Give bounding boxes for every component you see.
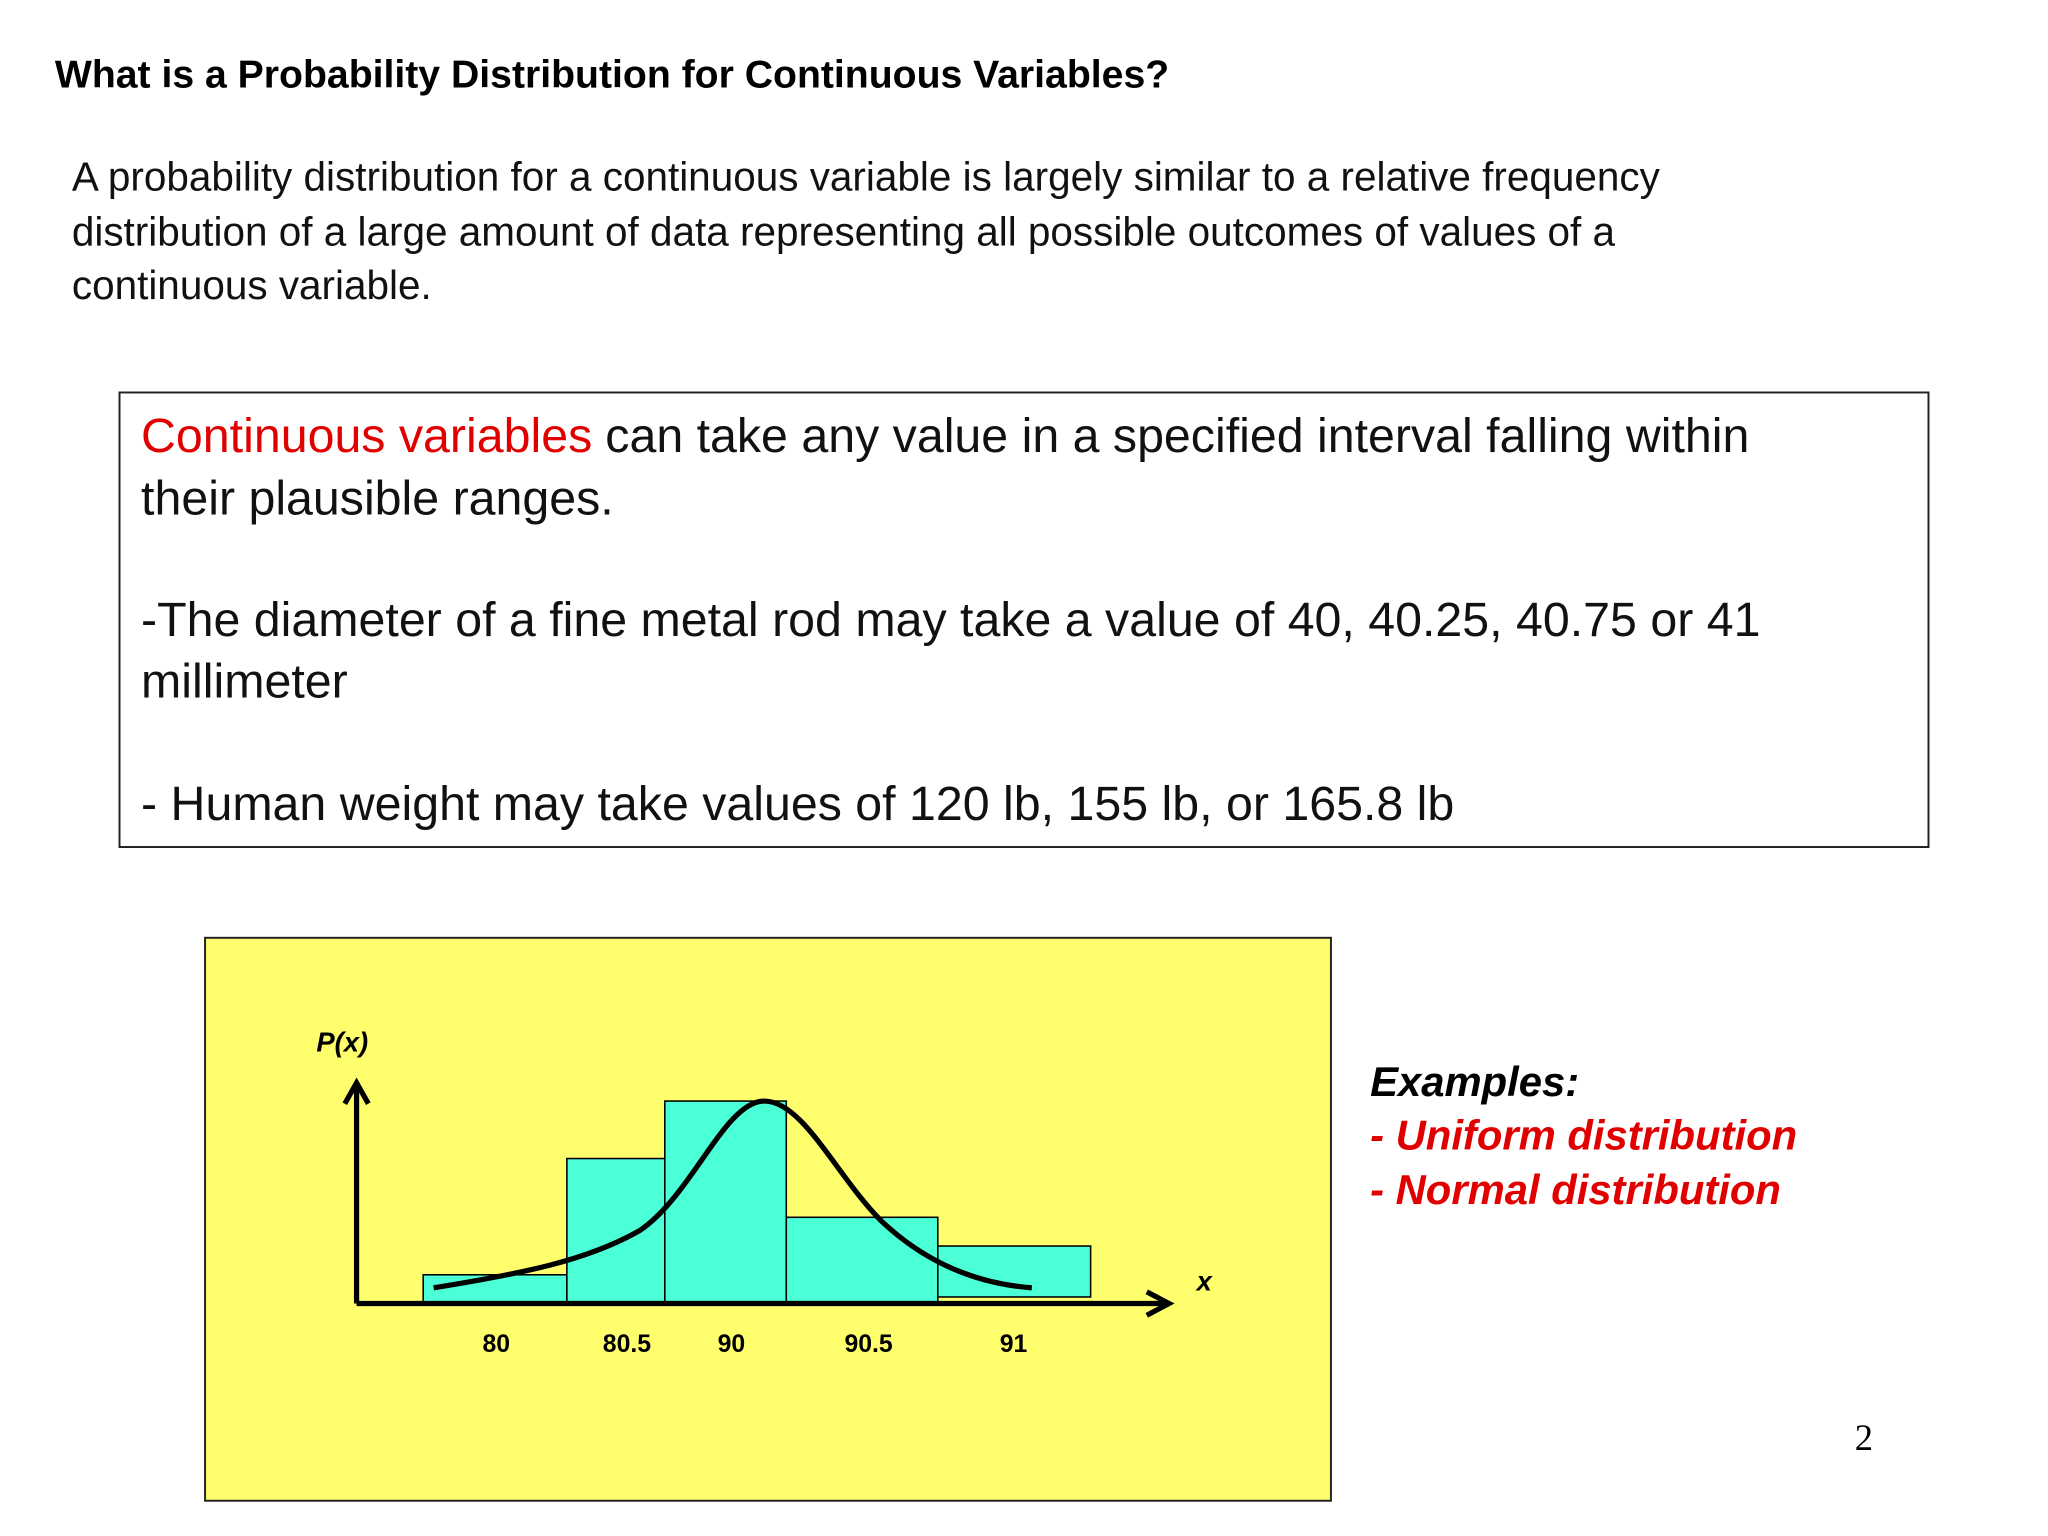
definition-text: can take any value in a specified interv… xyxy=(605,409,1749,463)
example-item: - Uniform distribution xyxy=(1370,1111,1797,1158)
definition-line: their plausible ranges. xyxy=(141,472,614,526)
examples: Examples: - Uniform distribution - Norma… xyxy=(1370,1058,1797,1213)
tick-labels: 80 80.5 90 90.5 91 xyxy=(483,1331,1028,1358)
definition: Continuous variables can take any value i… xyxy=(141,409,1760,831)
density-curve xyxy=(433,1098,1033,1291)
x-label: x xyxy=(1195,1265,1214,1296)
highlight: Continuous variables xyxy=(141,409,592,463)
histogram xyxy=(422,1100,1092,1305)
examples-heading: Examples: xyxy=(1370,1058,1579,1105)
histogram-bar xyxy=(566,1157,666,1305)
y-label: P(x) xyxy=(316,1026,368,1057)
example-item: - Normal distribution xyxy=(1370,1166,1781,1213)
tick-label: 90 xyxy=(718,1331,746,1358)
x-arrow xyxy=(1145,1289,1175,1318)
intro: A probability distribution for a continu… xyxy=(72,154,1661,308)
intro-line: continuous variable. xyxy=(72,262,432,308)
definition-box xyxy=(118,391,1930,848)
y-arrow xyxy=(342,1077,371,1105)
tick-label: 80.5 xyxy=(603,1331,651,1358)
tick-label: 90.5 xyxy=(844,1331,892,1358)
axes xyxy=(342,1077,1175,1318)
tick-label: 91 xyxy=(1000,1331,1028,1358)
definition-line: millimeter xyxy=(141,654,348,708)
definition-line: -The diameter of a fine metal rod may ta… xyxy=(141,593,1760,647)
definition-line: Continuous variables can take any value i… xyxy=(141,409,1749,463)
definition-line: - Human weight may take values of 120 lb… xyxy=(141,777,1454,831)
intro-line: A probability distribution for a continu… xyxy=(72,154,1661,200)
title: What is a Probability Distribution for C… xyxy=(55,54,1169,97)
histogram-bar xyxy=(785,1216,939,1305)
tick-label: 80 xyxy=(483,1331,511,1358)
histogram-bar xyxy=(664,1100,788,1305)
intro-line: distribution of a large amount of data r… xyxy=(72,209,1616,255)
page-number: 2 xyxy=(1855,1417,1873,1458)
